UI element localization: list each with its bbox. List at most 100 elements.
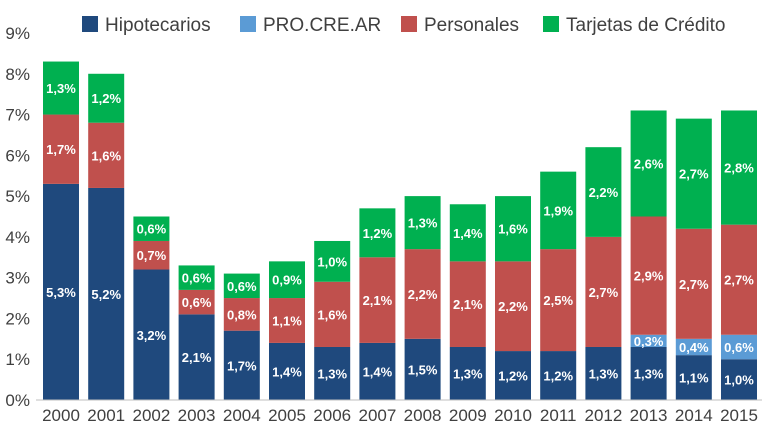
- bar-stack-2005: 1,4% 1,1% 0,9%: [269, 261, 305, 400]
- bar-stack-2015: 1,0% 0,6% 2,7% 2,8%: [721, 110, 757, 400]
- bar-segment-personales: [449, 261, 486, 347]
- data-label-tarjetas-de-credito: 0,6%: [137, 222, 167, 237]
- bar-segment-hipotecarios: [133, 269, 170, 400]
- x-tick-label: 2007: [358, 406, 396, 425]
- bar-segment-personales: [721, 224, 757, 335]
- bar-segment-hipotecarios: [404, 338, 441, 400]
- legend-label: Tarjetas de Crédito: [566, 15, 725, 36]
- data-label-tarjetas-de-credito: 2,8%: [724, 161, 754, 176]
- bar-segment-hipotecarios: [178, 314, 215, 400]
- bar-segment-hipotecarios: [675, 355, 712, 400]
- y-tick-label: 4%: [5, 228, 30, 247]
- y-tick-label: 3%: [5, 269, 30, 288]
- data-label-hipotecarios: 5,3%: [46, 285, 76, 300]
- data-label-pro-cre-ar: 0,6%: [724, 340, 754, 355]
- data-label-pro-cre-ar: 0,4%: [679, 340, 709, 355]
- bar-segment-personales: [540, 249, 577, 352]
- data-label-tarjetas-de-credito: 1,2%: [91, 91, 121, 106]
- bar-segment-personales: [178, 289, 215, 315]
- x-axis: 2000 2001 2002 2003 2004 2005 2006 2007 2008 2009…: [42, 406, 758, 425]
- y-tick-label: 9%: [5, 24, 30, 43]
- data-label-hipotecarios: 1,1%: [679, 371, 709, 386]
- bar-segment-personales: [269, 298, 305, 343]
- data-label-hipotecarios: 3,2%: [137, 328, 167, 343]
- bar-segment-tarjetas-de-credito: [404, 196, 441, 250]
- data-label-personales: 2,2%: [408, 287, 438, 302]
- bar-segment-hipotecarios: [449, 346, 486, 400]
- x-tick-label: 2013: [630, 406, 668, 425]
- bar-stack-2014: 1,1% 0,4% 2,7% 2,7%: [675, 118, 712, 400]
- bar-segment-personales: [314, 281, 351, 347]
- data-label-hipotecarios: 1,3%: [317, 366, 347, 381]
- bar-segment-tarjetas-de-credito: [269, 261, 305, 299]
- data-label-personales: 2,7%: [679, 277, 709, 292]
- data-label-hipotecarios: 1,7%: [227, 358, 257, 373]
- y-tick-label: 2%: [5, 309, 30, 328]
- data-label-hipotecarios: 1,5%: [408, 362, 438, 377]
- data-label-hipotecarios: 1,3%: [453, 366, 483, 381]
- legend-item-personales: Personales: [401, 15, 519, 36]
- legend-label: Personales: [424, 15, 519, 36]
- bar-stack-2000: 5,3% 1,7% 1,3%: [43, 61, 79, 400]
- bar-segment-hipotecarios: [314, 346, 351, 400]
- y-tick-label: 1%: [5, 350, 30, 369]
- data-label-tarjetas-de-credito: 1,0%: [317, 254, 347, 269]
- data-label-tarjetas-de-credito: 2,6%: [634, 156, 664, 171]
- x-tick-label: 2012: [584, 406, 622, 425]
- data-label-tarjetas-de-credito: 0,6%: [227, 279, 257, 294]
- data-label-tarjetas-de-credito: 1,3%: [408, 216, 438, 231]
- y-tick-label: 6%: [5, 146, 30, 165]
- y-tick-label: 0%: [5, 391, 30, 410]
- data-label-tarjetas-de-credito: 1,2%: [363, 226, 393, 241]
- data-label-personales: 0,7%: [137, 248, 167, 263]
- bar-segment-hipotecarios: [540, 351, 577, 400]
- bar-segment-personales: [404, 249, 441, 339]
- data-label-personales: 2,7%: [724, 273, 754, 288]
- data-label-tarjetas-de-credito: 1,4%: [453, 226, 483, 241]
- data-label-tarjetas-de-credito: 0,9%: [272, 273, 302, 288]
- bar-segment-personales: [585, 236, 622, 347]
- data-label-personales: 1,6%: [91, 148, 121, 163]
- bar-segment-tarjetas-de-credito: [314, 240, 351, 282]
- y-axis: 0% 1% 2% 3% 4% 5% 6% 7% 8% 9%: [5, 24, 30, 410]
- data-label-personales: 2,2%: [498, 299, 528, 314]
- x-tick-label: 2004: [223, 406, 261, 425]
- legend-swatch: [82, 16, 98, 32]
- bar-segment-tarjetas-de-credito: [540, 171, 577, 250]
- bar-segment-tarjetas-de-credito: [359, 208, 396, 258]
- bar-segment-pro-cre-ar: [721, 334, 757, 360]
- x-tick-label: 2010: [494, 406, 532, 425]
- data-label-personales: 2,5%: [543, 293, 573, 308]
- data-label-hipotecarios: 1,2%: [543, 369, 573, 384]
- data-label-hipotecarios: 1,0%: [724, 373, 754, 388]
- bar-segment-pro-cre-ar: [630, 334, 667, 347]
- bar-segment-personales: [630, 216, 667, 335]
- bar-segment-tarjetas-de-credito: [178, 265, 215, 290]
- x-tick-label: 2000: [42, 406, 80, 425]
- data-label-personales: 1,7%: [46, 142, 76, 157]
- bar-segment-tarjetas-de-credito: [585, 147, 622, 237]
- legend-label: PRO.CRE.AR: [263, 15, 381, 36]
- legend-swatch: [401, 16, 417, 32]
- data-label-hipotecarios: 5,2%: [91, 287, 121, 302]
- bar-stack-2004: 1,7% 0,8% 0,6%: [223, 273, 260, 400]
- bar-stack-2006: 1,3% 1,6% 1,0%: [314, 240, 351, 400]
- data-label-personales: 2,1%: [453, 297, 483, 312]
- bar-segment-hipotecarios: [359, 342, 396, 400]
- x-tick-label: 2011: [540, 406, 577, 425]
- bar-segment-personales: [43, 114, 79, 184]
- bar-stack-2007: 1,4% 2,1% 1,2%: [359, 208, 396, 400]
- bar-segment-hipotecarios: [269, 342, 305, 400]
- bar-stack-2001: 5,2% 1,6% 1,2%: [88, 73, 125, 400]
- bar-segment-personales: [223, 298, 260, 331]
- legend-item-hipotecarios: Hipotecarios: [82, 15, 211, 36]
- data-label-hipotecarios: 1,4%: [363, 364, 393, 379]
- data-label-personales: 2,9%: [634, 269, 664, 284]
- bar-stack-2010: 1,2% 2,2% 1,6%: [495, 196, 531, 400]
- data-label-hipotecarios: 1,2%: [498, 369, 528, 384]
- x-tick-label: 2005: [268, 406, 306, 425]
- data-label-personales: 0,6%: [182, 295, 212, 310]
- bar-stack-2002: 3,2% 0,7% 0,6%: [133, 216, 170, 400]
- data-label-tarjetas-de-credito: 2,7%: [679, 167, 709, 182]
- bar-segment-hipotecarios: [88, 187, 125, 400]
